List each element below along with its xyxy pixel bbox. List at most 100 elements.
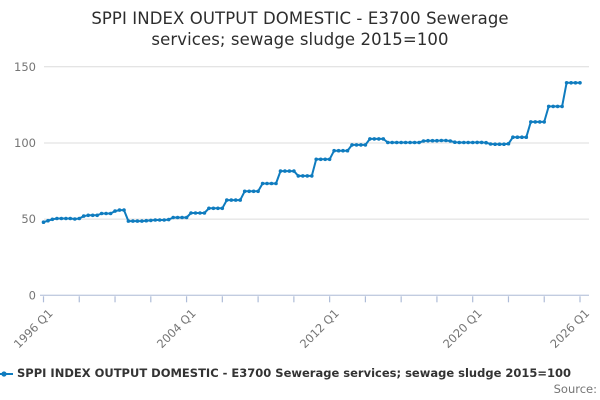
data-point — [233, 198, 238, 202]
data-point — [569, 81, 573, 85]
data-point — [260, 181, 265, 186]
data-point — [542, 120, 546, 124]
x-axis-label: 2020 Q1 — [440, 306, 485, 351]
data-point — [412, 140, 417, 145]
data-point — [46, 218, 50, 223]
data-point — [345, 148, 350, 153]
data-point — [341, 148, 345, 153]
data-point — [323, 157, 328, 162]
data-point — [225, 198, 229, 202]
data-point — [278, 169, 283, 173]
chart-title-line-1: SPPI INDEX OUTPUT DOMESTIC - E3700 Sewer… — [91, 9, 509, 28]
data-point — [377, 137, 381, 141]
data-point — [247, 189, 251, 194]
data-point — [515, 135, 520, 139]
data-point — [466, 140, 471, 145]
data-point — [59, 216, 64, 221]
data-point — [269, 181, 274, 186]
chart-title: SPPI INDEX OUTPUT DOMESTIC - E3700 Sewer… — [40, 8, 560, 50]
source-label: Source: — [553, 382, 597, 396]
data-point — [265, 181, 269, 186]
x-axis-label: 2026 Q1 — [547, 306, 592, 351]
data-point — [538, 120, 542, 124]
y-axis-label-150: 150 — [14, 60, 36, 74]
y-axis-label-50: 50 — [21, 212, 36, 226]
data-point — [171, 215, 175, 220]
x-axis-label: 2012 Q1 — [297, 306, 342, 351]
chart-title-line-2: services; sewage sludge 2015=100 — [151, 30, 449, 50]
data-point — [327, 157, 332, 162]
data-point — [399, 140, 404, 145]
data-point — [462, 140, 466, 145]
data-point — [386, 140, 390, 145]
data-point — [332, 148, 336, 153]
data-point — [457, 140, 462, 145]
data-point — [359, 143, 363, 147]
data-point — [211, 206, 216, 211]
data-point — [131, 219, 135, 223]
data-point — [153, 218, 158, 222]
data-point — [368, 137, 372, 141]
data-point — [502, 142, 506, 146]
data-point — [305, 174, 310, 178]
data-point — [435, 138, 439, 143]
data-point — [41, 220, 46, 224]
data-point — [403, 140, 408, 145]
data-point — [104, 211, 108, 216]
data-point — [426, 138, 430, 143]
data-point — [444, 138, 448, 143]
data-point — [95, 213, 99, 218]
data-point — [86, 213, 90, 218]
data-point — [529, 120, 533, 124]
data-point — [439, 138, 444, 143]
data-point — [314, 157, 319, 162]
data-point — [296, 174, 301, 178]
data-point — [301, 174, 305, 178]
data-point — [238, 198, 242, 202]
data-point — [166, 217, 171, 222]
data-point — [157, 218, 162, 222]
series-line — [43, 81, 580, 224]
data-point — [479, 140, 484, 145]
data-point — [50, 217, 55, 222]
data-point — [421, 139, 426, 143]
data-point — [220, 206, 225, 211]
data-point — [81, 214, 86, 218]
data-point — [533, 120, 538, 124]
data-point — [488, 142, 493, 146]
data-point — [408, 140, 412, 145]
data-point — [117, 208, 122, 212]
data-point — [448, 139, 453, 143]
data-point — [511, 135, 515, 139]
chart-legend: SPPI INDEX OUTPUT DOMESTIC - E3700 Sewer… — [0, 364, 600, 382]
data-point — [292, 169, 296, 173]
data-point — [283, 169, 287, 173]
y-axis-label-0: 0 — [29, 288, 36, 302]
data-point — [175, 215, 180, 220]
data-point — [546, 104, 551, 109]
data-point — [113, 209, 117, 213]
data-point — [372, 137, 377, 141]
data-point — [207, 206, 211, 211]
data-point — [77, 216, 82, 221]
data-point — [390, 140, 395, 145]
data-point — [350, 143, 354, 147]
data-point — [99, 211, 104, 216]
data-point — [242, 189, 247, 194]
data-point — [251, 189, 256, 194]
data-point — [68, 216, 73, 221]
legend-series-label: SPPI INDEX OUTPUT DOMESTIC - E3700 Sewer… — [17, 366, 572, 380]
data-point — [310, 174, 314, 178]
data-point — [493, 142, 497, 146]
data-point — [560, 104, 564, 109]
data-point — [453, 140, 457, 144]
data-point — [256, 189, 260, 194]
data-point — [122, 208, 126, 212]
data-point — [108, 211, 113, 216]
data-point — [162, 218, 166, 222]
data-point — [506, 141, 511, 146]
data-point — [475, 140, 480, 145]
y-axis-label-100: 100 — [14, 136, 36, 150]
data-point — [144, 218, 149, 223]
